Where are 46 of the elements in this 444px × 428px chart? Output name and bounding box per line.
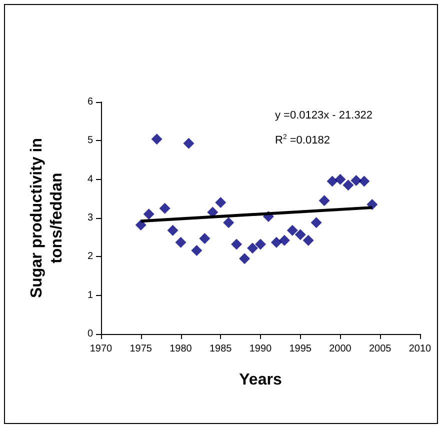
x-tick-label: 1985	[210, 344, 232, 354]
point	[318, 195, 330, 206]
y-tick-label: 3	[87, 212, 94, 224]
point	[223, 217, 234, 228]
point	[199, 232, 210, 244]
point	[350, 174, 362, 186]
x-tick-label: 1995	[289, 344, 312, 354]
point	[342, 180, 354, 191]
point	[310, 217, 322, 228]
point	[270, 236, 282, 248]
x-tick-label: 2010	[408, 344, 432, 354]
point	[358, 176, 370, 187]
point	[286, 224, 298, 236]
x-tick-label: 1990	[249, 344, 272, 354]
point	[255, 238, 266, 250]
y-tick-label: 4	[87, 174, 94, 185]
point	[239, 253, 250, 264]
x-axis-title: Years	[239, 372, 282, 388]
point	[326, 176, 338, 187]
point	[231, 238, 242, 250]
x-tick-label: 2000	[329, 344, 352, 354]
point	[247, 242, 258, 254]
x-tick-label: 2005	[369, 344, 392, 354]
point	[294, 229, 306, 240]
y-tick-label: 0	[87, 328, 94, 340]
point	[159, 202, 170, 214]
point	[143, 208, 154, 220]
point	[183, 138, 194, 149]
point	[167, 224, 178, 236]
point	[151, 134, 162, 145]
y-axis-title: Sugar productivity in tons/feddan	[28, 138, 66, 298]
point	[278, 234, 290, 246]
point	[215, 197, 226, 208]
y-tick-label: 5	[87, 135, 94, 146]
annotation: y =0.0123x - 21.322	[275, 110, 373, 122]
point	[135, 219, 146, 230]
y-tick-label: 6	[87, 96, 94, 108]
y-tick-label: 2	[87, 251, 94, 262]
point	[175, 236, 186, 248]
point	[302, 234, 314, 246]
x-tick-label: 1975	[130, 344, 152, 354]
x-tick-label: 1980	[170, 344, 192, 354]
point	[191, 244, 202, 256]
y-tick-label: 1	[87, 290, 94, 301]
point	[334, 174, 346, 185]
x-tick-label: 1970	[90, 344, 113, 354]
